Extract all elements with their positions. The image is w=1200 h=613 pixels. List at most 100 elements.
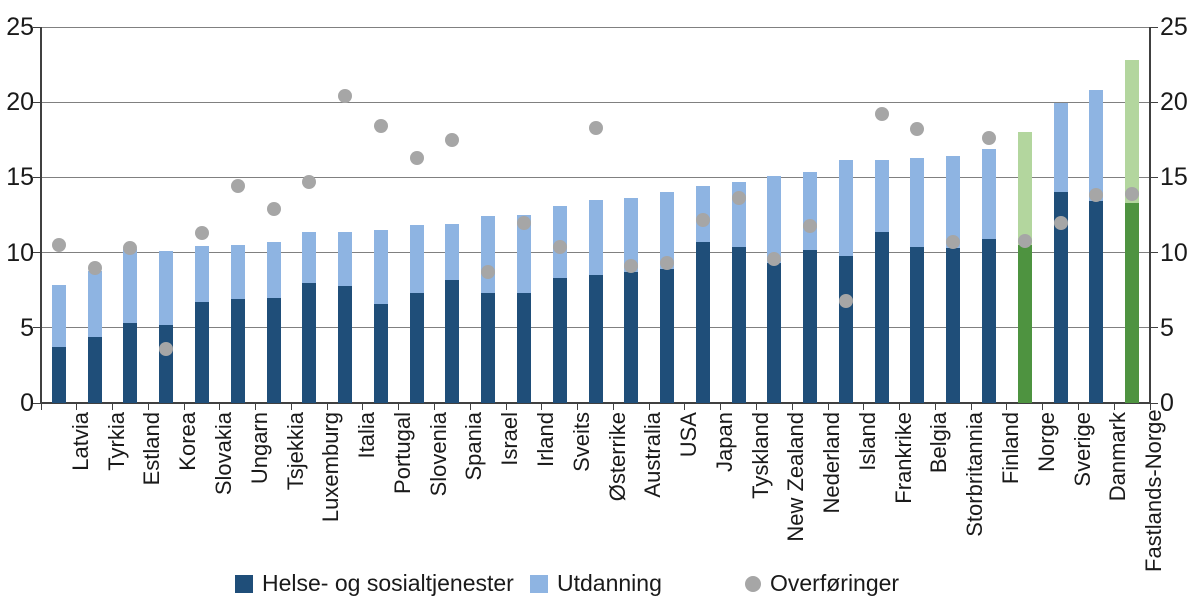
bar-segment-helse-Slovenia [409, 293, 424, 403]
legend-item-overforinger: Overføringer [745, 570, 899, 597]
x-axis-tick [326, 403, 328, 410]
bar-segment-helse-Finland [982, 239, 997, 403]
bar-segment-helse-Storbritannia [946, 248, 961, 403]
chart-legend: Helse- og sosialtjenester Utdanning Over… [0, 570, 1200, 600]
bar-Australia [624, 198, 639, 403]
y-tick-right-10 [1151, 252, 1158, 254]
bar-segment-utdanning-Tsjekkia [266, 242, 281, 298]
bar-segment-utdanning-Østerrike [588, 200, 603, 275]
bar-USA [660, 192, 675, 403]
x-axis-tick [40, 403, 42, 410]
y-axis-line-left [40, 27, 42, 403]
x-axis-label-New Zealand: New Zealand [783, 412, 809, 542]
legend-swatch-gray-circle [745, 575, 761, 592]
x-axis-tick [899, 403, 901, 410]
x-axis-label-Portugal: Portugal [389, 412, 415, 494]
x-axis-tick [434, 403, 436, 410]
legend-swatch-light-blue [530, 574, 548, 593]
bar-Ungarn [230, 245, 245, 403]
bar-Spania [445, 224, 460, 403]
bar-segment-utdanning-Estland [123, 249, 138, 323]
x-axis-label-Sverige: Sverige [1069, 412, 1095, 487]
bar-segment-helse-Ungarn [230, 299, 245, 403]
y-axis-label-left-10: 10 [6, 238, 34, 267]
scatter-dot-Storbritannia [946, 235, 961, 250]
y-axis-label-right-10: 10 [1160, 238, 1188, 267]
x-axis-label-Tsjekkia: Tsjekkia [282, 412, 308, 491]
x-axis-label-Korea: Korea [175, 412, 201, 471]
gridline-y15 [41, 176, 1150, 178]
x-axis-tick [398, 403, 400, 410]
x-axis-tick [1077, 403, 1079, 410]
bar-Slovenia [409, 225, 424, 403]
bar-segment-utdanning-Slovakia [194, 246, 209, 302]
bar-segment-helse-Sverige [1053, 192, 1068, 403]
bar-segment-helse-Estland [123, 323, 138, 403]
bar-Norge [1017, 132, 1032, 403]
x-axis-tick [362, 403, 364, 410]
x-axis-tick [1042, 403, 1044, 410]
bar-segment-utdanning-Australia [624, 198, 639, 272]
y-axis-label-left-0: 0 [20, 389, 34, 417]
bar-segment-utdanning-Latvia [51, 285, 66, 347]
bar-segment-utdanning-Korea [159, 251, 174, 325]
y-tick-right-20 [1151, 101, 1158, 103]
scatter-dot-Australia [624, 259, 639, 274]
y-tick-left-25 [33, 26, 40, 28]
bar-segment-utdanning-Storbritannia [946, 156, 961, 248]
x-axis-label-Danmark: Danmark [1105, 412, 1131, 502]
x-axis-label-Nederland: Nederland [819, 412, 845, 514]
x-axis-label-Tyrkia: Tyrkia [103, 412, 129, 471]
scatter-dot-Irland [516, 215, 531, 230]
y-tick-left-5 [33, 327, 40, 329]
x-axis-label-Australia: Australia [640, 412, 666, 498]
legend-swatch-dark-blue [235, 574, 253, 593]
y-axis-label-right-25: 25 [1160, 13, 1188, 41]
bar-segment-helse-Korea [159, 325, 174, 403]
x-axis-tick [934, 403, 936, 410]
bar-Tsjekkia [266, 242, 281, 403]
scatter-dot-Slovakia [194, 226, 209, 241]
y-tick-left-20 [33, 101, 40, 103]
bar-segment-helse-Portugal [373, 304, 388, 403]
bar-Irland [516, 215, 531, 403]
bar-segment-utdanning-Norge [1017, 132, 1032, 245]
x-axis-label-USA: USA [676, 412, 702, 458]
bar-segment-helse-Fastlands-Norge [1125, 203, 1140, 403]
bar-Finland [982, 149, 997, 403]
x-axis-tick [720, 403, 722, 410]
x-axis-tick [755, 403, 757, 410]
x-axis-label-Israel: Israel [497, 412, 523, 466]
y-tick-right-25 [1151, 26, 1158, 28]
x-axis-label-Belgia: Belgia [926, 412, 952, 474]
x-axis-label-Latvia: Latvia [67, 412, 93, 471]
scatter-dot-Portugal [373, 119, 388, 134]
bar-segment-utdanning-Israel [481, 216, 496, 293]
x-axis-label-Spania: Spania [461, 412, 487, 481]
bar-segment-helse-USA [660, 269, 675, 403]
x-axis-tick [469, 403, 471, 410]
bar-segment-helse-Irland [516, 293, 531, 403]
x-axis-label-Slovakia: Slovakia [210, 412, 236, 496]
y-axis-label-right-0: 0 [1160, 389, 1174, 417]
scatter-dot-Luxemburg [302, 174, 317, 189]
bar-Island [838, 160, 853, 403]
bar-segment-helse-Spania [445, 280, 460, 403]
bar-Nederland [803, 172, 818, 403]
x-axis-label-Tyskland: Tyskland [747, 412, 773, 499]
bar-segment-utdanning-Sverige [1053, 103, 1068, 192]
scatter-dot-Spania [445, 132, 460, 147]
bar-Luxemburg [302, 232, 317, 403]
bar-segment-helse-Italia [338, 286, 353, 403]
bar-segment-helse-Luxemburg [302, 283, 317, 403]
scatter-dot-Tyrkia [87, 260, 102, 275]
scatter-dot-Latvia [51, 238, 66, 253]
x-axis-label-Frankrike: Frankrike [890, 412, 916, 504]
scatter-dot-Tyskland [731, 191, 746, 206]
bar-segment-helse-Australia [624, 272, 639, 403]
x-axis-line [40, 402, 1151, 404]
bar-segment-helse-Island [838, 256, 853, 403]
y-tick-right-15 [1151, 176, 1158, 178]
